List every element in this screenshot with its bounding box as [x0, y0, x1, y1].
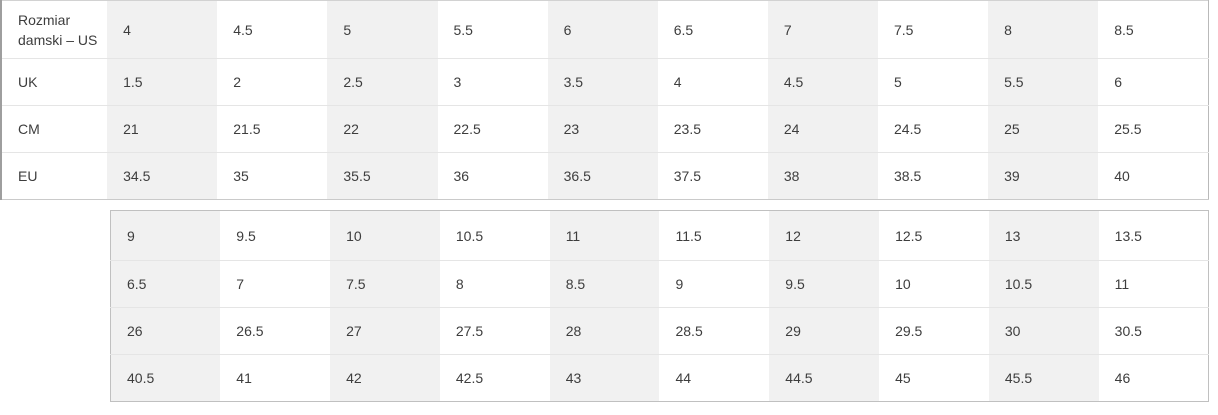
size-value-cell: 25.5 — [1098, 105, 1209, 153]
size-value-cell: 24 — [767, 105, 878, 153]
table-row: Rozmiar damski – US 4 4.5 5 5.5 6 6.5 7 7.5 8 8.5 — [1, 0, 1209, 59]
size-value-cell: 4.5 — [217, 0, 328, 59]
size-value-cell: 29 — [769, 307, 880, 355]
size-value-cell: 9 — [659, 260, 770, 308]
size-value-cell: 28.5 — [659, 307, 770, 355]
size-value-cell: 27.5 — [439, 307, 550, 355]
size-value-cell: 10 — [330, 210, 440, 261]
size-value-cell: 4 — [107, 0, 218, 59]
size-table-bottom-body: 9 9.5 10 10.5 11 11.5 12 12.5 13 13.5 6.5 7 7.5 8 8.5 9… — [110, 210, 1209, 402]
size-value-cell: 29.5 — [879, 307, 989, 355]
size-table-women-us: Rozmiar damski – US 4 4.5 5 5.5 6 6.5 7 7.5 8 8.5 U… — [0, 0, 1209, 200]
size-value-cell: 24.5 — [878, 105, 989, 153]
size-value-cell: 1.5 — [107, 58, 218, 106]
size-value-cell: 22.5 — [437, 105, 548, 153]
size-value-cell: 7 — [220, 260, 331, 308]
size-value-cell: 21 — [107, 105, 218, 153]
size-table-continuation: 9 9.5 10 10.5 11 11.5 12 12.5 13 13.5 6.5 7 7.5 8 8.5 9… — [110, 210, 1209, 402]
size-value-cell: 3.5 — [547, 58, 658, 106]
size-value-cell: 7 — [767, 0, 878, 59]
size-value-cell: 30 — [988, 307, 1099, 355]
size-value-cell: 4 — [657, 58, 768, 106]
table-row: CM 21 21.5 22 22.5 23 23.5 24 24.5 25 25.5 — [1, 105, 1209, 153]
size-value-cell: 12 — [769, 210, 880, 261]
size-value-cell: 40 — [1114, 168, 1130, 184]
size-value-cell: 6.5 — [657, 0, 768, 59]
size-value-cell: 10 — [879, 260, 989, 308]
size-value-cell: 3 — [437, 58, 548, 106]
size-value-cell: 25 — [988, 105, 1099, 153]
size-value-cell: 42.5 — [455, 370, 484, 386]
size-value-cell: 30.5 — [1098, 307, 1209, 355]
size-value-cell: 4.5 — [767, 58, 878, 106]
size-value-cell: 9 — [110, 210, 221, 261]
size-value-cell: 38 — [767, 152, 878, 200]
size-value-cell: 10.5 — [988, 260, 1099, 308]
size-value-cell: 46 — [1114, 370, 1131, 386]
size-value-cell: 7.5 — [330, 260, 440, 308]
size-value-cell: 35.5 — [327, 152, 438, 200]
size-value-cell: 34.5 — [107, 152, 218, 200]
table-row: 26 26.5 27 27.5 28 28.5 29 29.5 30 30.5 — [110, 307, 1209, 355]
table-row: EU 34.5 35 35.5 36 36.5 37.5 38 38.5 39 40 — [1, 152, 1209, 200]
size-value-cell: 9.5 — [220, 210, 331, 261]
size-value-cell: 40.5 — [110, 354, 221, 402]
table-row: 40.5 41 42 42.5 43 44 44.5 45 45.5 46 — [110, 354, 1209, 402]
table-row: 6.5 7 7.5 8 8.5 9 9.5 10 10.5 11 — [110, 260, 1209, 308]
size-value-cell: 8.5 — [1098, 0, 1209, 59]
size-value-cell: 39 — [988, 152, 1099, 200]
size-value-cell: 21.5 — [217, 105, 328, 153]
size-value-cell: 26.5 — [220, 307, 331, 355]
size-value-cell: 5.5 — [988, 58, 1099, 106]
size-value-cell: 5 — [327, 0, 438, 59]
size-value-cell: 41 — [236, 370, 252, 386]
table-row: 9 9.5 10 10.5 11 11.5 12 12.5 13 13.5 — [110, 210, 1209, 261]
size-value-cell: 9.5 — [769, 260, 880, 308]
size-value-cell: 42 — [330, 354, 440, 402]
row-header-cell: EU — [18, 168, 38, 184]
size-value-cell: 5 — [878, 58, 989, 106]
size-value-cell: 2.5 — [327, 58, 438, 106]
size-value-cell: 8.5 — [549, 260, 660, 308]
size-value-cell: 10.5 — [439, 210, 550, 261]
size-value-cell: 43 — [549, 354, 660, 402]
size-value-cell: 11 — [1098, 260, 1209, 308]
size-value-cell: 13 — [988, 210, 1099, 261]
size-value-cell: 44.5 — [769, 354, 880, 402]
size-value-cell: 26 — [110, 307, 221, 355]
size-value-cell: 38.5 — [894, 168, 922, 184]
size-value-cell: 2 — [217, 58, 328, 106]
size-value-cell: 23 — [547, 105, 658, 153]
size-value-cell: 11.5 — [659, 210, 770, 261]
size-value-cell: 28 — [549, 307, 660, 355]
size-value-cell: 8 — [439, 260, 550, 308]
size-value-cell: 27 — [330, 307, 440, 355]
row-header-cell: CM — [1, 105, 108, 153]
size-value-cell: 6.5 — [110, 260, 221, 308]
size-value-cell: 11 — [549, 210, 660, 261]
size-value-cell: 37.5 — [673, 168, 701, 184]
size-value-cell: 45.5 — [988, 354, 1099, 402]
size-value-cell: 6 — [547, 0, 658, 59]
size-value-cell: 5.5 — [437, 0, 548, 59]
size-value-cell: 36.5 — [547, 152, 658, 200]
table-row: UK 1.5 2 2.5 3 3.5 4 4.5 5 5.5 6 — [1, 58, 1209, 106]
size-value-cell: 8 — [988, 0, 1099, 59]
size-value-cell: 23.5 — [657, 105, 768, 153]
size-table-top-body: Rozmiar damski – US 4 4.5 5 5.5 6 6.5 7 7.5 8 8.5 U… — [1, 0, 1209, 200]
size-value-cell: 12.5 — [879, 210, 989, 261]
row-header-cell: Rozmiar damski – US — [1, 0, 108, 59]
size-value-cell: 36 — [453, 168, 470, 184]
row-header-cell: UK — [1, 58, 108, 106]
size-value-cell: 7.5 — [878, 0, 989, 59]
size-value-cell: 45 — [895, 370, 911, 386]
size-value-cell: 22 — [327, 105, 438, 153]
size-value-cell: 13.5 — [1098, 210, 1209, 261]
size-value-cell: 35 — [233, 168, 249, 184]
size-value-cell: 6 — [1098, 58, 1209, 106]
size-value-cell: 44 — [675, 370, 692, 386]
